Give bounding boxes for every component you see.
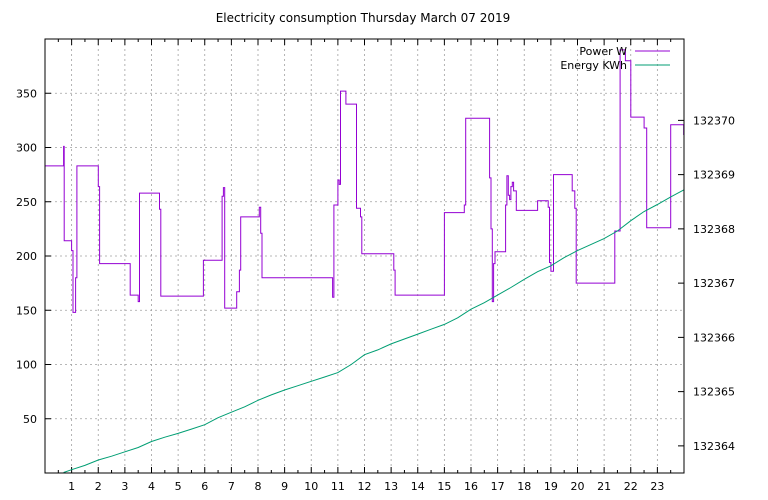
x-tick-label: 1 (68, 480, 75, 493)
x-tick-label: 9 (281, 480, 288, 493)
x-tick-label: 2 (95, 480, 102, 493)
x-tick-label: 16 (464, 480, 478, 493)
y-tick-label: 200 (16, 250, 37, 263)
y-tick-label: 100 (16, 359, 37, 372)
x-tick-label: 7 (228, 480, 235, 493)
x-tick-label: 19 (544, 480, 558, 493)
x-tick-label: 17 (491, 480, 505, 493)
x-tick-label: 8 (255, 480, 262, 493)
y-tick-label: 50 (23, 413, 37, 426)
series-line-energy-kwh (63, 189, 685, 473)
x-tick-label: 12 (358, 480, 372, 493)
y-tick-label: 300 (16, 142, 37, 155)
series-line-power-w (45, 49, 685, 313)
x-tick-label: 10 (304, 480, 318, 493)
x-tick-label: 6 (201, 480, 208, 493)
x-tick-label: 4 (148, 480, 155, 493)
legend-label-power-w: Power W (579, 45, 627, 58)
x-tick-label: 5 (175, 480, 182, 493)
x-tick-label: 22 (624, 480, 638, 493)
y2-tick-label: 132366 (693, 331, 735, 344)
series-layer (45, 49, 685, 473)
plot-border (44, 38, 685, 474)
y2-tick-label: 132364 (693, 440, 735, 453)
chart-title: Electricity consumption Thursday March 0… (216, 11, 511, 25)
y2-tick-label: 132367 (693, 277, 735, 290)
y-tick-label: 150 (16, 304, 37, 317)
x-tick-label: 15 (437, 480, 451, 493)
x-tick-label: 13 (384, 480, 398, 493)
y2-tick-label: 132370 (693, 114, 735, 127)
x-tick-label: 14 (411, 480, 425, 493)
y-tick-label: 250 (16, 196, 37, 209)
y2-tick-label: 132369 (693, 169, 735, 182)
x-tick-label: 23 (650, 480, 664, 493)
x-tick-label: 3 (121, 480, 128, 493)
x-tick-label: 11 (331, 480, 345, 493)
y-tick-label: 350 (16, 87, 37, 100)
y2-tick-label: 132365 (693, 386, 735, 399)
y2-tick-label: 132368 (693, 223, 735, 236)
x-tick-label: 21 (597, 480, 611, 493)
x-tick-label: 18 (517, 480, 531, 493)
x-tick-label: 20 (571, 480, 585, 493)
legend-label-energy-kwh: Energy KWh (560, 59, 627, 72)
tick-layer: 1 2 3 4 5 6 7 8 9 10 11 12 13 14 15 16 17 18 19 20 21 22 23501… (16, 39, 735, 493)
